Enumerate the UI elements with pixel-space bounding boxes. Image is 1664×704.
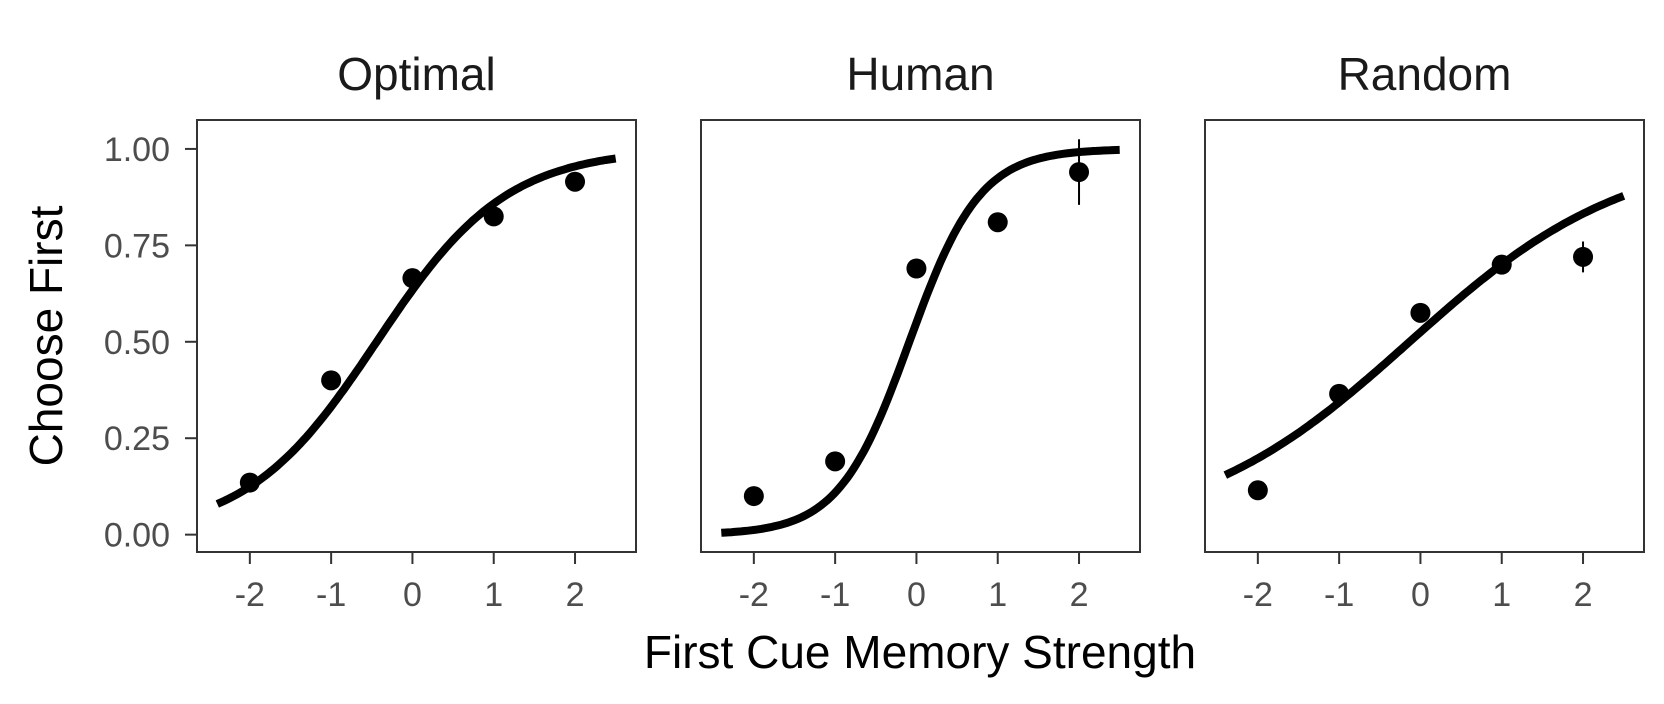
panels: Optimal -2 -1 0 1 2 Human -2 -1 0 1 2 Random -2 -1 0 1 2 [196, 48, 1645, 614]
y-tick-label: 0.25 [104, 420, 170, 458]
panel-title: Human [846, 48, 994, 100]
data-point [321, 370, 342, 391]
data-point [987, 212, 1008, 233]
x-tick-label: -2 [235, 576, 265, 614]
x-tick-label: 0 [907, 576, 926, 614]
data-point [1247, 480, 1268, 501]
data-point [402, 268, 423, 289]
y-axis-title: Choose First [20, 205, 72, 466]
fit-curve [721, 145, 1120, 537]
x-tick-label: 2 [1574, 576, 1593, 614]
y-tick-label: 1.00 [104, 131, 170, 169]
x-tick-label: -2 [739, 576, 769, 614]
y-tick-label: 0.75 [104, 227, 170, 265]
y-tick-label: 0.50 [104, 324, 170, 362]
panel-frame [700, 119, 1141, 553]
x-tick-label: 2 [566, 576, 585, 614]
panel-random: Random -2 -1 0 1 2 [1204, 48, 1645, 614]
panel-title: Random [1338, 48, 1512, 100]
x-tick-label: -2 [1243, 576, 1273, 614]
fit-curve [215, 154, 617, 508]
x-tick-label: -1 [316, 576, 346, 614]
x-tick-label: -1 [820, 576, 850, 614]
y-axis-labels: 0.00 0.25 0.50 0.75 1.00 [104, 131, 197, 555]
x-tick-label: 1 [1492, 576, 1511, 614]
data-point [825, 451, 846, 472]
panel-optimal: Optimal -2 -1 0 1 2 [196, 48, 637, 614]
x-axis-title: First Cue Memory Strength [644, 626, 1196, 678]
x-tick-label: 1 [484, 576, 503, 614]
data-point [1410, 302, 1431, 323]
panel-frame [196, 119, 637, 553]
data-point [1491, 254, 1512, 275]
data-point [743, 486, 764, 507]
data-point [483, 206, 504, 227]
data-point [1329, 383, 1350, 404]
panel-frame [1204, 119, 1645, 553]
panel-title: Optimal [337, 48, 495, 100]
x-tick-label: -1 [1324, 576, 1354, 614]
data-point [239, 472, 260, 493]
x-tick-label: 1 [988, 576, 1007, 614]
data-point [1069, 162, 1090, 183]
data-point [565, 171, 586, 192]
data-point [906, 258, 927, 279]
fit-curve [1223, 192, 1626, 479]
x-tick-label: 0 [1411, 576, 1430, 614]
panel-human: Human -2 -1 0 1 2 [700, 48, 1141, 614]
y-tick-label: 0.00 [104, 517, 170, 555]
x-tick-label: 2 [1070, 576, 1089, 614]
data-point [1573, 246, 1594, 267]
x-tick-label: 0 [403, 576, 422, 614]
